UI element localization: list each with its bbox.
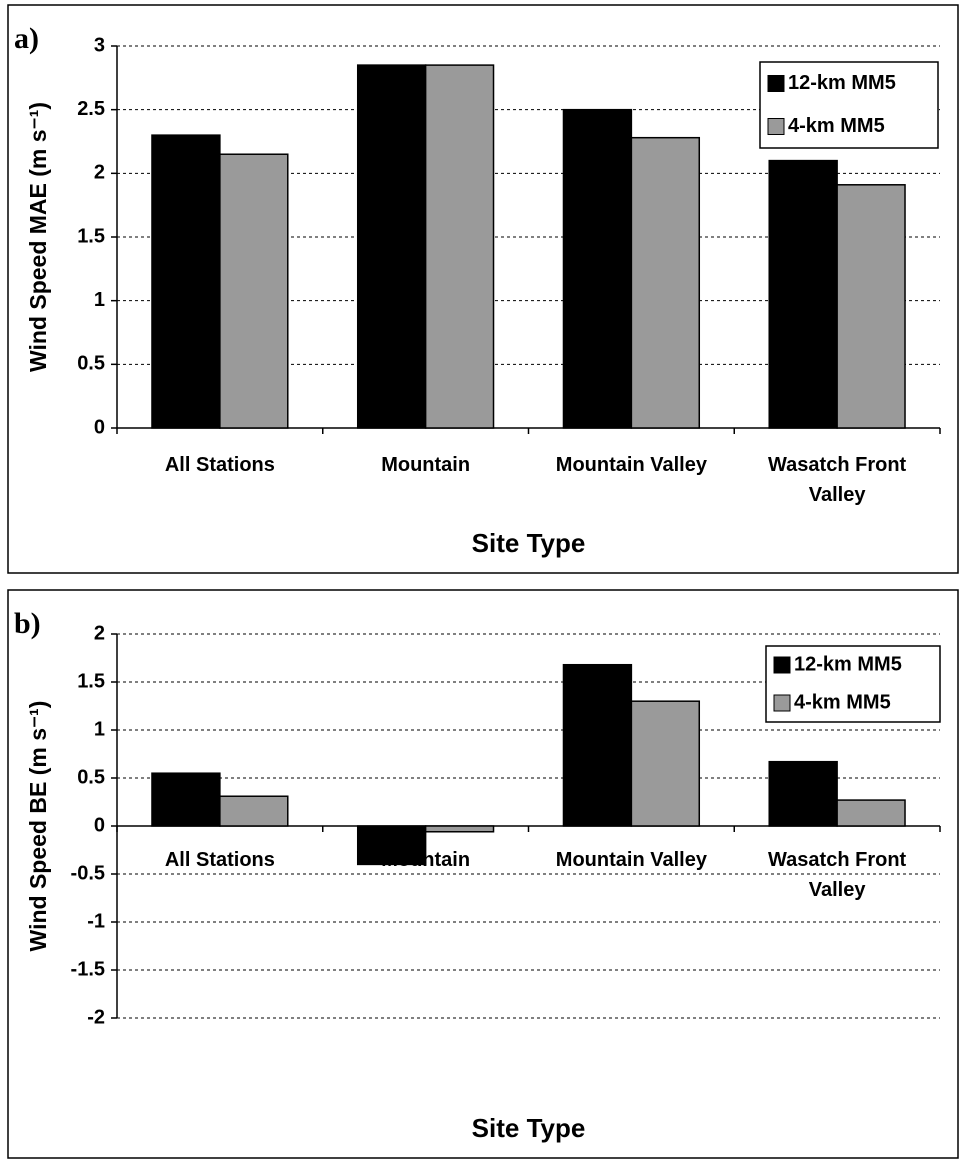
bar	[768, 159, 838, 429]
bar	[424, 64, 495, 429]
legend-swatch	[773, 656, 791, 674]
x-tick-label: Wasatch Front Valley	[768, 454, 907, 506]
y-tick-label: 3	[94, 34, 105, 56]
y-tick-label: 1.5	[77, 670, 105, 692]
x-tick-label: Mountain	[381, 849, 471, 871]
bar	[219, 153, 289, 429]
panel-label: a)	[14, 22, 39, 55]
x-tick-label: Mountain Valley	[555, 849, 707, 871]
bar	[562, 108, 633, 429]
legend-swatch	[773, 694, 791, 712]
y-tick-label: -1	[87, 910, 105, 932]
y-axis-label: Wind Speed MAE (m s⁻¹)	[25, 102, 51, 372]
legend-label: 4-km MM5	[794, 691, 891, 713]
bar	[630, 700, 701, 827]
legend-frame	[759, 61, 939, 149]
y-tick-label: 1.5	[77, 225, 105, 247]
x-axis-label: Site Type	[472, 1113, 586, 1143]
legend-label: 12-km MM5	[788, 72, 896, 94]
bar	[562, 663, 633, 827]
panel-frame	[7, 589, 959, 1159]
y-tick-label: 2	[94, 162, 105, 184]
bar	[836, 799, 906, 827]
y-tick-label: -0.5	[71, 862, 105, 884]
y-tick-label: 1	[94, 289, 105, 311]
bar	[151, 134, 221, 429]
bar	[768, 760, 838, 827]
x-tick-label: Mountain	[381, 454, 471, 476]
panel-label: b)	[14, 607, 41, 640]
bar	[630, 136, 701, 429]
x-axis-label: Site Type	[472, 528, 586, 558]
legend-frame	[765, 645, 941, 723]
x-tick-label: Wasatch Front Valley	[768, 849, 907, 901]
x-tick-label: All Stations	[164, 849, 275, 871]
y-tick-label: 2.5	[77, 98, 105, 120]
y-axis-label: Wind Speed BE (m s⁻¹)	[25, 701, 51, 952]
y-tick-label: 0.5	[77, 353, 105, 375]
panel-frame	[7, 4, 959, 574]
y-tick-label: -1.5	[71, 958, 105, 980]
x-tick-label: All Stations	[164, 454, 275, 476]
x-tick-label: Mountain Valley	[555, 454, 707, 476]
y-tick-label: -2	[87, 1006, 105, 1028]
bar	[356, 64, 427, 429]
legend-label: 4-km MM5	[788, 115, 885, 137]
y-tick-label: 0	[94, 416, 105, 438]
bar	[356, 825, 427, 866]
bar	[836, 184, 906, 429]
legend-label: 12-km MM5	[794, 653, 902, 675]
bar	[424, 825, 495, 833]
bar	[219, 795, 289, 827]
y-tick-label: 1	[94, 718, 105, 740]
y-tick-label: 0	[94, 814, 105, 836]
legend-swatch	[767, 118, 785, 135]
y-tick-label: 2	[94, 622, 105, 644]
y-tick-label: 0.5	[77, 766, 105, 788]
bar	[151, 772, 221, 827]
legend-swatch	[767, 75, 785, 92]
